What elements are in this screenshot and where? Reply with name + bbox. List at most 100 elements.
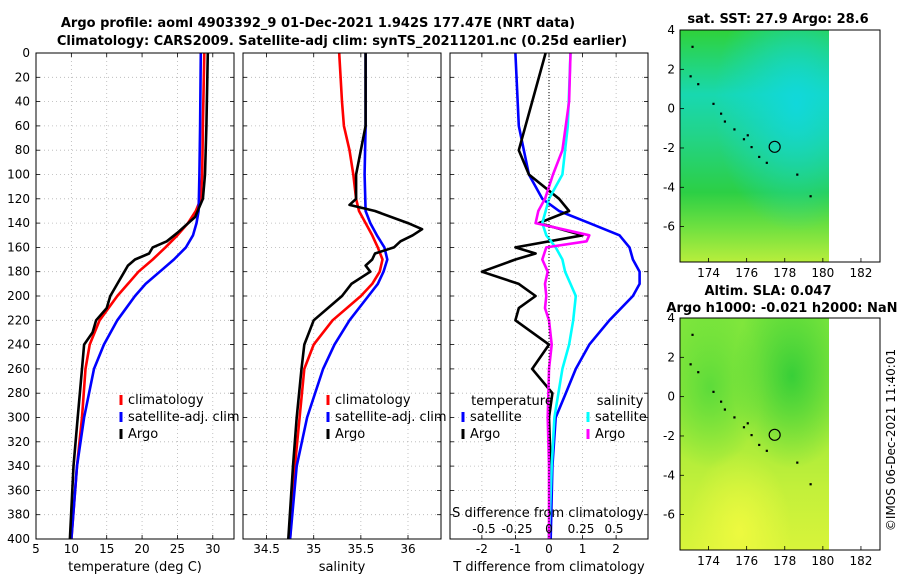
map-field-overlay bbox=[680, 318, 829, 550]
series-line-salinity-satellite bbox=[541, 52, 578, 540]
legend-label: Argo bbox=[470, 427, 500, 442]
x-tick-label: 35 bbox=[306, 542, 321, 556]
island bbox=[697, 83, 700, 86]
map-lon-label: 178 bbox=[773, 266, 796, 280]
map-lon-label: 182 bbox=[849, 554, 872, 568]
island bbox=[712, 390, 715, 393]
depth-tick-label: 160 bbox=[7, 240, 30, 254]
x-tick-label: 5 bbox=[32, 542, 40, 556]
series-line-climatology bbox=[70, 52, 206, 540]
series-line-Argo bbox=[68, 52, 210, 540]
argo-position-marker bbox=[768, 428, 781, 441]
island bbox=[723, 120, 727, 123]
x-tick-label: 36 bbox=[400, 542, 415, 556]
map-lat-label: -2 bbox=[663, 429, 675, 443]
map-lat-label: -6 bbox=[663, 220, 675, 234]
island bbox=[746, 134, 749, 137]
depth-tick-label: 360 bbox=[7, 483, 30, 497]
axes-frame bbox=[35, 52, 235, 540]
x2-tick-label: -0.25 bbox=[501, 522, 532, 536]
map-lat-label: 0 bbox=[667, 390, 675, 404]
sst-map-title: sat. SST: 27.9 Argo: 28.6 bbox=[687, 12, 868, 27]
x-tick-label: 25 bbox=[170, 542, 185, 556]
x-tick-label: 2 bbox=[612, 542, 620, 556]
map-lon-label: 176 bbox=[735, 554, 758, 568]
island bbox=[697, 371, 700, 374]
legend-label: Argo bbox=[128, 427, 158, 442]
island bbox=[691, 45, 694, 48]
map-lon-label: 180 bbox=[811, 554, 834, 568]
depth-tick-label: 180 bbox=[7, 265, 30, 279]
x2-tick-label: 0.5 bbox=[604, 522, 623, 536]
island bbox=[809, 483, 812, 486]
map-lat-label: 0 bbox=[667, 102, 675, 116]
x2-axis-label: S difference from climatology bbox=[452, 506, 644, 521]
sla-map bbox=[679, 317, 881, 551]
depth-tick-label: 60 bbox=[15, 119, 30, 133]
map-lon-label: 182 bbox=[849, 266, 872, 280]
x-tick-label: 10 bbox=[64, 542, 79, 556]
map-lat-label: -4 bbox=[663, 180, 675, 194]
island bbox=[758, 443, 761, 447]
x-tick-label: -1 bbox=[509, 542, 521, 556]
depth-tick-label: 220 bbox=[7, 313, 30, 327]
island bbox=[809, 195, 812, 198]
map-frame bbox=[679, 29, 881, 263]
map-lon-label: 174 bbox=[697, 554, 720, 568]
x-tick-label: 20 bbox=[134, 542, 149, 556]
map-frame bbox=[679, 317, 881, 551]
sla-map-title-line2: Argo h1000: -0.021 h2000: NaN bbox=[666, 301, 897, 316]
difference-axes bbox=[449, 52, 649, 540]
map-lat-label: -2 bbox=[663, 141, 675, 155]
depth-tick-label: 120 bbox=[7, 192, 30, 206]
series-line-climatology bbox=[288, 52, 384, 540]
depth-tick-label: 20 bbox=[15, 70, 30, 84]
map-lat-label: 4 bbox=[667, 23, 675, 37]
depth-tick-label: 280 bbox=[7, 386, 30, 400]
depth-tick-label: 340 bbox=[7, 459, 30, 473]
depth-tick-label: 80 bbox=[15, 143, 30, 157]
island bbox=[742, 138, 746, 141]
x-axis-label: salinity bbox=[319, 560, 366, 575]
legend-label: Argo bbox=[335, 427, 365, 442]
temperature-axes bbox=[35, 52, 235, 540]
series-line-temperature-satellite bbox=[514, 52, 641, 540]
depth-tick-label: 320 bbox=[7, 435, 30, 449]
x2-tick-label: 0 bbox=[545, 522, 553, 536]
series-line-salinity-Argo bbox=[534, 52, 591, 539]
watermark: ©IMOS 06-Dec-2021 11:40:01 bbox=[884, 349, 898, 531]
legend-label: Argo bbox=[595, 427, 625, 442]
depth-tick-label: 240 bbox=[7, 338, 30, 352]
island bbox=[750, 146, 753, 149]
argo-position-marker bbox=[768, 140, 781, 153]
map-lat-label: 2 bbox=[667, 350, 675, 364]
island bbox=[712, 102, 715, 105]
legend-label: satellite bbox=[470, 410, 522, 425]
map-lat-label: -4 bbox=[663, 468, 675, 482]
legend-title-temperature: temperature bbox=[471, 394, 553, 409]
salinity-axes bbox=[242, 52, 442, 540]
depth-tick-label: 260 bbox=[7, 362, 30, 376]
island bbox=[796, 461, 799, 464]
map-lon-label: 174 bbox=[697, 266, 720, 280]
island bbox=[691, 333, 694, 336]
legend-label: satellite-adj. clim bbox=[335, 410, 447, 425]
island bbox=[796, 173, 799, 176]
island bbox=[720, 400, 723, 403]
island bbox=[689, 75, 692, 78]
depth-tick-label: 380 bbox=[7, 508, 30, 522]
island bbox=[746, 422, 749, 425]
x-tick-label: 15 bbox=[99, 542, 114, 556]
x2-tick-label: 0.25 bbox=[568, 522, 595, 536]
map-field-overlay bbox=[680, 30, 829, 262]
axes-frame bbox=[242, 52, 442, 540]
island bbox=[742, 426, 746, 429]
island bbox=[733, 128, 736, 131]
legend-label: satellite-adj. clim bbox=[128, 410, 240, 425]
depth-tick-label: 400 bbox=[7, 532, 30, 546]
x-tick-label: 35.5 bbox=[347, 542, 374, 556]
sst-map bbox=[679, 29, 881, 263]
island bbox=[750, 434, 753, 437]
map-lat-label: 2 bbox=[667, 62, 675, 76]
